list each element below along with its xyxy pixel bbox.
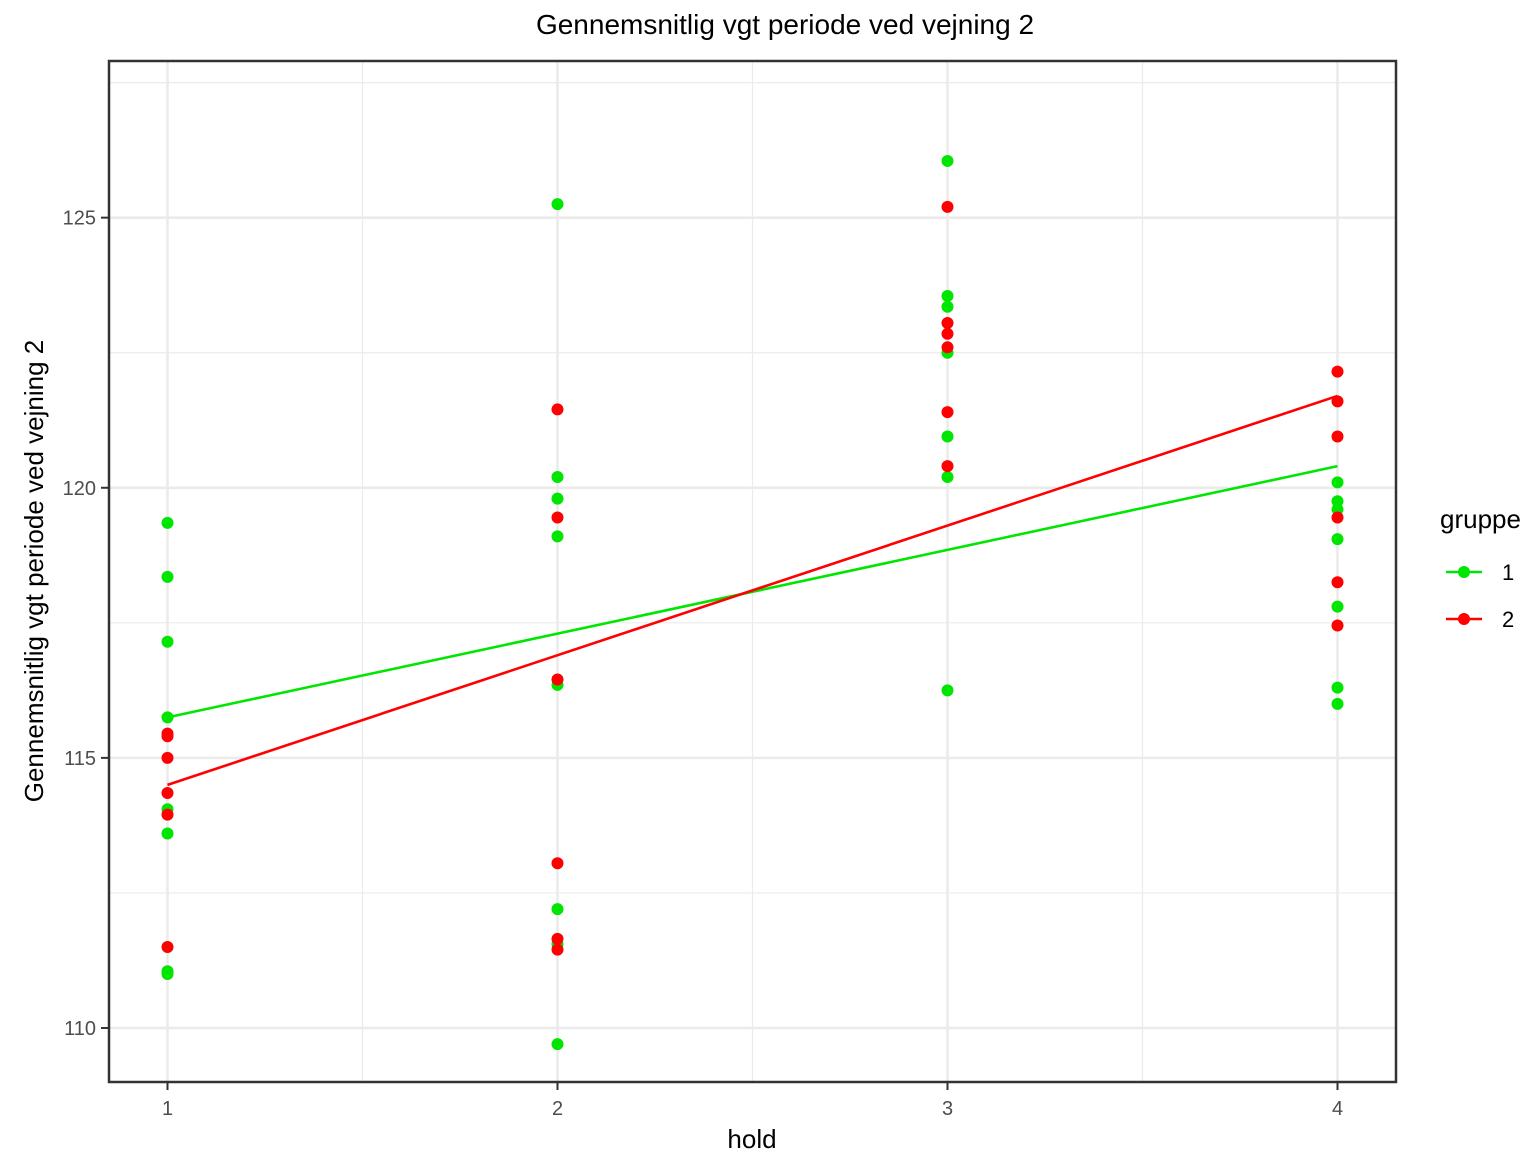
- data-point-series-1: [551, 492, 564, 505]
- data-point-series-2: [161, 808, 174, 821]
- data-point-series-1: [941, 470, 954, 483]
- data-point-series-1: [161, 711, 174, 724]
- data-point-series-1: [551, 530, 564, 543]
- x-axis-title: hold: [727, 1124, 776, 1154]
- data-point-series-1: [941, 684, 954, 697]
- data-point-series-1: [551, 198, 564, 211]
- data-point-series-2: [1331, 365, 1344, 378]
- data-point-series-2: [941, 460, 954, 473]
- data-point-series-1: [1331, 681, 1344, 694]
- data-point-series-1: [1331, 476, 1344, 489]
- fit-line-series-2: [167, 394, 1338, 787]
- grid-minor: [109, 61, 1396, 1082]
- grid-major: [109, 61, 1396, 1082]
- y-tick-label: 110: [64, 1018, 96, 1040]
- data-point-series-2: [551, 403, 564, 416]
- y-tick-label: 125: [63, 208, 96, 230]
- data-point-series-2: [1331, 395, 1344, 408]
- data-point-series-2: [1331, 619, 1344, 632]
- y-tick-label: 115: [64, 748, 96, 770]
- data-point-series-2: [941, 327, 954, 340]
- x-axis-ticks: 1 2 3 4: [162, 1082, 1343, 1120]
- y-axis-title: Gennemsnitlig vgt periode ved vejning 2: [19, 340, 49, 803]
- data-points: [161, 154, 1344, 1051]
- data-point-series-2: [941, 341, 954, 354]
- data-point-series-1: [161, 570, 174, 583]
- legend: gruppe 12: [1440, 504, 1521, 632]
- data-point-series-2: [1331, 511, 1344, 524]
- legend-items: 12: [1446, 560, 1514, 632]
- data-point-series-1: [161, 516, 174, 529]
- legend-label: 1: [1502, 560, 1514, 585]
- x-tick-label: 3: [942, 1098, 953, 1120]
- data-point-series-2: [161, 730, 174, 743]
- legend-label: 2: [1502, 607, 1514, 632]
- data-point-series-2: [551, 673, 564, 686]
- data-point-series-2: [551, 943, 564, 956]
- chart-title: Gennemsnitlig vgt periode ved vejning 2: [536, 9, 1034, 40]
- fit-lines: [167, 394, 1338, 787]
- data-point-series-1: [551, 903, 564, 916]
- legend-title: gruppe: [1440, 504, 1521, 534]
- data-point-series-1: [941, 154, 954, 167]
- data-point-series-1: [551, 1038, 564, 1051]
- x-tick-label: 1: [162, 1098, 173, 1120]
- data-point-series-1: [551, 470, 564, 483]
- data-point-series-2: [551, 857, 564, 870]
- data-point-series-2: [551, 932, 564, 945]
- data-point-series-1: [941, 430, 954, 443]
- y-tick-label: 120: [63, 478, 96, 500]
- data-point-series-2: [551, 511, 564, 524]
- legend-key-point: [1458, 566, 1470, 578]
- data-point-series-2: [161, 786, 174, 799]
- data-point-series-2: [1331, 576, 1344, 589]
- data-point-series-1: [1331, 533, 1344, 546]
- data-point-series-1: [941, 289, 954, 302]
- plot-border: [107, 59, 1398, 1084]
- y-axis-ticks: 110 115 120 125: [63, 208, 109, 1040]
- data-point-series-1: [1331, 697, 1344, 710]
- data-point-series-2: [941, 200, 954, 213]
- data-point-series-1: [941, 300, 954, 313]
- x-tick-label: 4: [1332, 1098, 1343, 1120]
- data-point-series-1: [161, 967, 174, 980]
- legend-key-point: [1458, 613, 1470, 625]
- data-point-series-1: [161, 635, 174, 648]
- data-point-series-2: [941, 406, 954, 419]
- data-point-series-1: [161, 827, 174, 840]
- data-point-series-2: [161, 940, 174, 953]
- data-point-series-2: [161, 751, 174, 764]
- x-tick-label: 2: [552, 1098, 563, 1120]
- data-point-series-1: [1331, 600, 1344, 613]
- data-point-series-2: [1331, 430, 1344, 443]
- data-point-series-2: [941, 317, 954, 330]
